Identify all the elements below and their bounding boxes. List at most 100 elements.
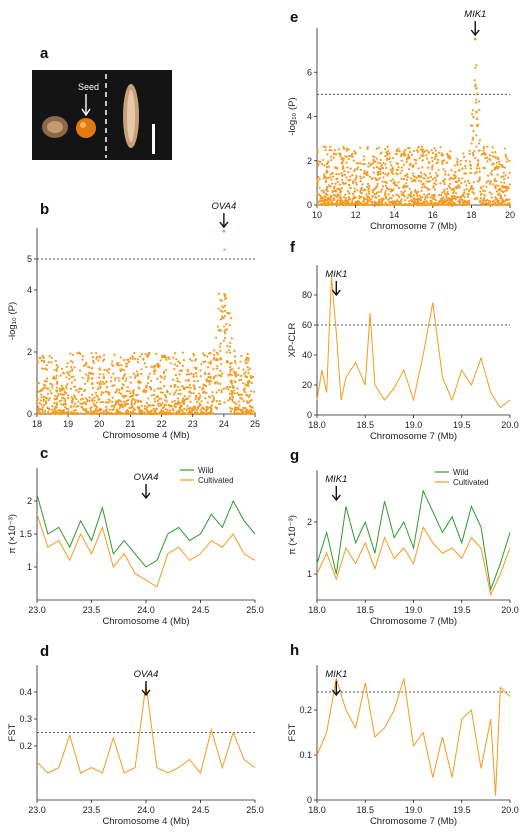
data-point (489, 180, 492, 183)
data-point (46, 392, 49, 396)
data-point (385, 203, 388, 207)
data-point (426, 166, 429, 169)
data-point (169, 385, 172, 388)
data-point (194, 394, 198, 397)
data-point (386, 145, 389, 148)
data-point (455, 187, 459, 190)
data-point (122, 359, 126, 362)
data-point (323, 173, 326, 176)
data-point (360, 203, 363, 206)
data-point (347, 170, 350, 174)
data-point (230, 382, 234, 385)
data-point (158, 402, 162, 405)
data-point (122, 383, 125, 386)
data-point (351, 192, 355, 196)
data-point (117, 411, 120, 414)
data-point (174, 391, 177, 394)
data-point (61, 387, 64, 390)
gene-label-ova4: OVA4 (134, 472, 159, 483)
x-tick-label: 12 (351, 210, 361, 220)
data-point (388, 156, 392, 159)
data-point (421, 154, 424, 158)
data-point (68, 370, 72, 373)
data-point (494, 202, 497, 206)
data-point (211, 391, 214, 394)
data-point (110, 363, 113, 366)
data-point (451, 177, 454, 180)
data-point (84, 373, 88, 376)
data-point (337, 148, 340, 151)
data-point (219, 357, 222, 360)
data-point (351, 200, 354, 203)
data-point (493, 177, 496, 181)
data-point (217, 388, 220, 392)
data-point (155, 395, 158, 398)
data-point (347, 179, 350, 182)
data-point (121, 376, 125, 380)
data-point (445, 161, 448, 164)
data-point (157, 402, 160, 405)
data-point (243, 387, 246, 390)
data-point (213, 382, 217, 385)
data-point (397, 181, 400, 184)
data-point (190, 359, 193, 362)
data-point (488, 157, 491, 161)
y-axis-title: FST (287, 723, 298, 741)
data-point (207, 375, 210, 379)
panel-letter-f: f (290, 239, 296, 256)
data-point (479, 196, 482, 200)
data-point (250, 377, 253, 380)
data-point (486, 180, 490, 183)
data-point (232, 386, 236, 389)
data-point (70, 381, 74, 384)
data-point (230, 317, 233, 320)
data-point (156, 377, 159, 381)
data-point (108, 399, 111, 402)
data-point (120, 386, 123, 389)
data-point (139, 381, 142, 384)
data-point (181, 397, 185, 400)
data-point (210, 405, 213, 408)
data-point (405, 160, 408, 164)
data-point (84, 397, 87, 400)
data-point (467, 195, 470, 199)
data-point (483, 189, 486, 193)
data-point (128, 395, 132, 399)
data-point (325, 171, 328, 174)
data-point (223, 329, 226, 333)
data-point (342, 203, 345, 207)
data-point (484, 156, 487, 160)
scatter-points (316, 37, 512, 207)
data-point (241, 397, 244, 400)
data-point (430, 194, 434, 197)
series-line-cultivated (316, 525, 511, 597)
data-point (507, 176, 510, 179)
data-point (407, 168, 411, 171)
data-point (129, 381, 132, 384)
data-point (390, 197, 393, 200)
data-point (215, 400, 218, 403)
data-point (468, 160, 471, 163)
data-point (243, 372, 246, 375)
data-point (91, 377, 94, 380)
data-point (159, 391, 162, 394)
data-point (502, 165, 505, 168)
data-point (408, 146, 411, 150)
data-point (446, 190, 449, 194)
data-point (79, 352, 82, 356)
data-point (81, 407, 85, 410)
data-point (365, 202, 369, 205)
data-point (133, 351, 136, 355)
data-point (167, 356, 170, 359)
data-point (111, 396, 114, 399)
data-point (475, 123, 479, 127)
data-point (154, 352, 158, 355)
data-point (464, 172, 468, 175)
data-point (140, 352, 143, 356)
data-point (169, 362, 172, 365)
data-point (211, 412, 215, 415)
data-point (376, 182, 379, 185)
data-point (97, 398, 100, 401)
series-line-wild (316, 489, 511, 592)
data-point (98, 376, 101, 379)
